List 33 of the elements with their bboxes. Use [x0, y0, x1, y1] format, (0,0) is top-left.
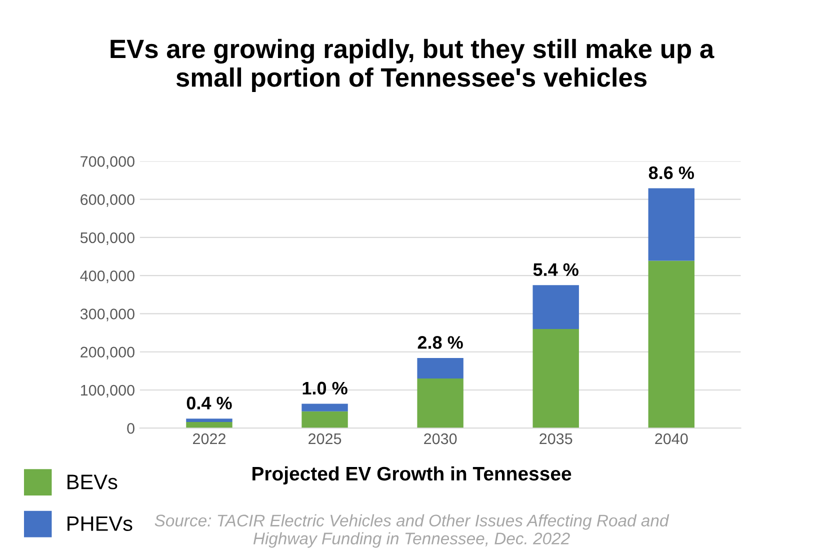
bar: [186, 418, 232, 422]
annotation: 1.0 %: [302, 382, 348, 395]
x-tick-label: 2030: [424, 433, 457, 444]
legend-label: BEVs: [68, 474, 118, 490]
y-tick-label: 600,000: [80, 194, 134, 207]
y-tick-label: 700,000: [80, 156, 134, 169]
bar: [417, 378, 464, 428]
annotation: 8.6 %: [648, 166, 694, 180]
bar: [417, 358, 464, 379]
y-tick-label: 400,000: [80, 270, 134, 284]
chart-title: EVs are growing rapidly, but they still make up a small portion of Tennessee's vehicles: [110, 38, 714, 92]
annotation: 0.4 %: [186, 396, 232, 410]
bar: [186, 422, 232, 428]
x-tick-label: 2040: [655, 433, 688, 444]
x-axis-title: Projected EV Growth in Tennessee: [252, 466, 572, 484]
source-note: Source: TACIR Electric Vehicles and Other Issues Affecting Road and Highway Funding in Tennessee, Dec. 2022: [154, 514, 670, 548]
x-tick-label: 2025: [308, 433, 342, 444]
y-tick-label: 0: [127, 422, 134, 434]
annotation: 5.4 %: [533, 263, 578, 276]
y-tick-label: 500,000: [80, 232, 134, 245]
annotation: 2.8 %: [418, 336, 463, 349]
bar: [532, 328, 579, 428]
x-tick-label: 2035: [540, 433, 572, 444]
bar: [532, 285, 579, 329]
bar: [648, 260, 694, 428]
bar: [648, 188, 694, 261]
y-tick-label: 300,000: [80, 308, 134, 322]
y-tick-label: 100,000: [80, 384, 134, 398]
y-tick-label: 200,000: [80, 346, 134, 360]
legend-label: PHEVs: [68, 516, 132, 532]
x-tick-label: 2022: [193, 433, 226, 444]
bar: [302, 404, 348, 412]
bar: [302, 411, 348, 428]
